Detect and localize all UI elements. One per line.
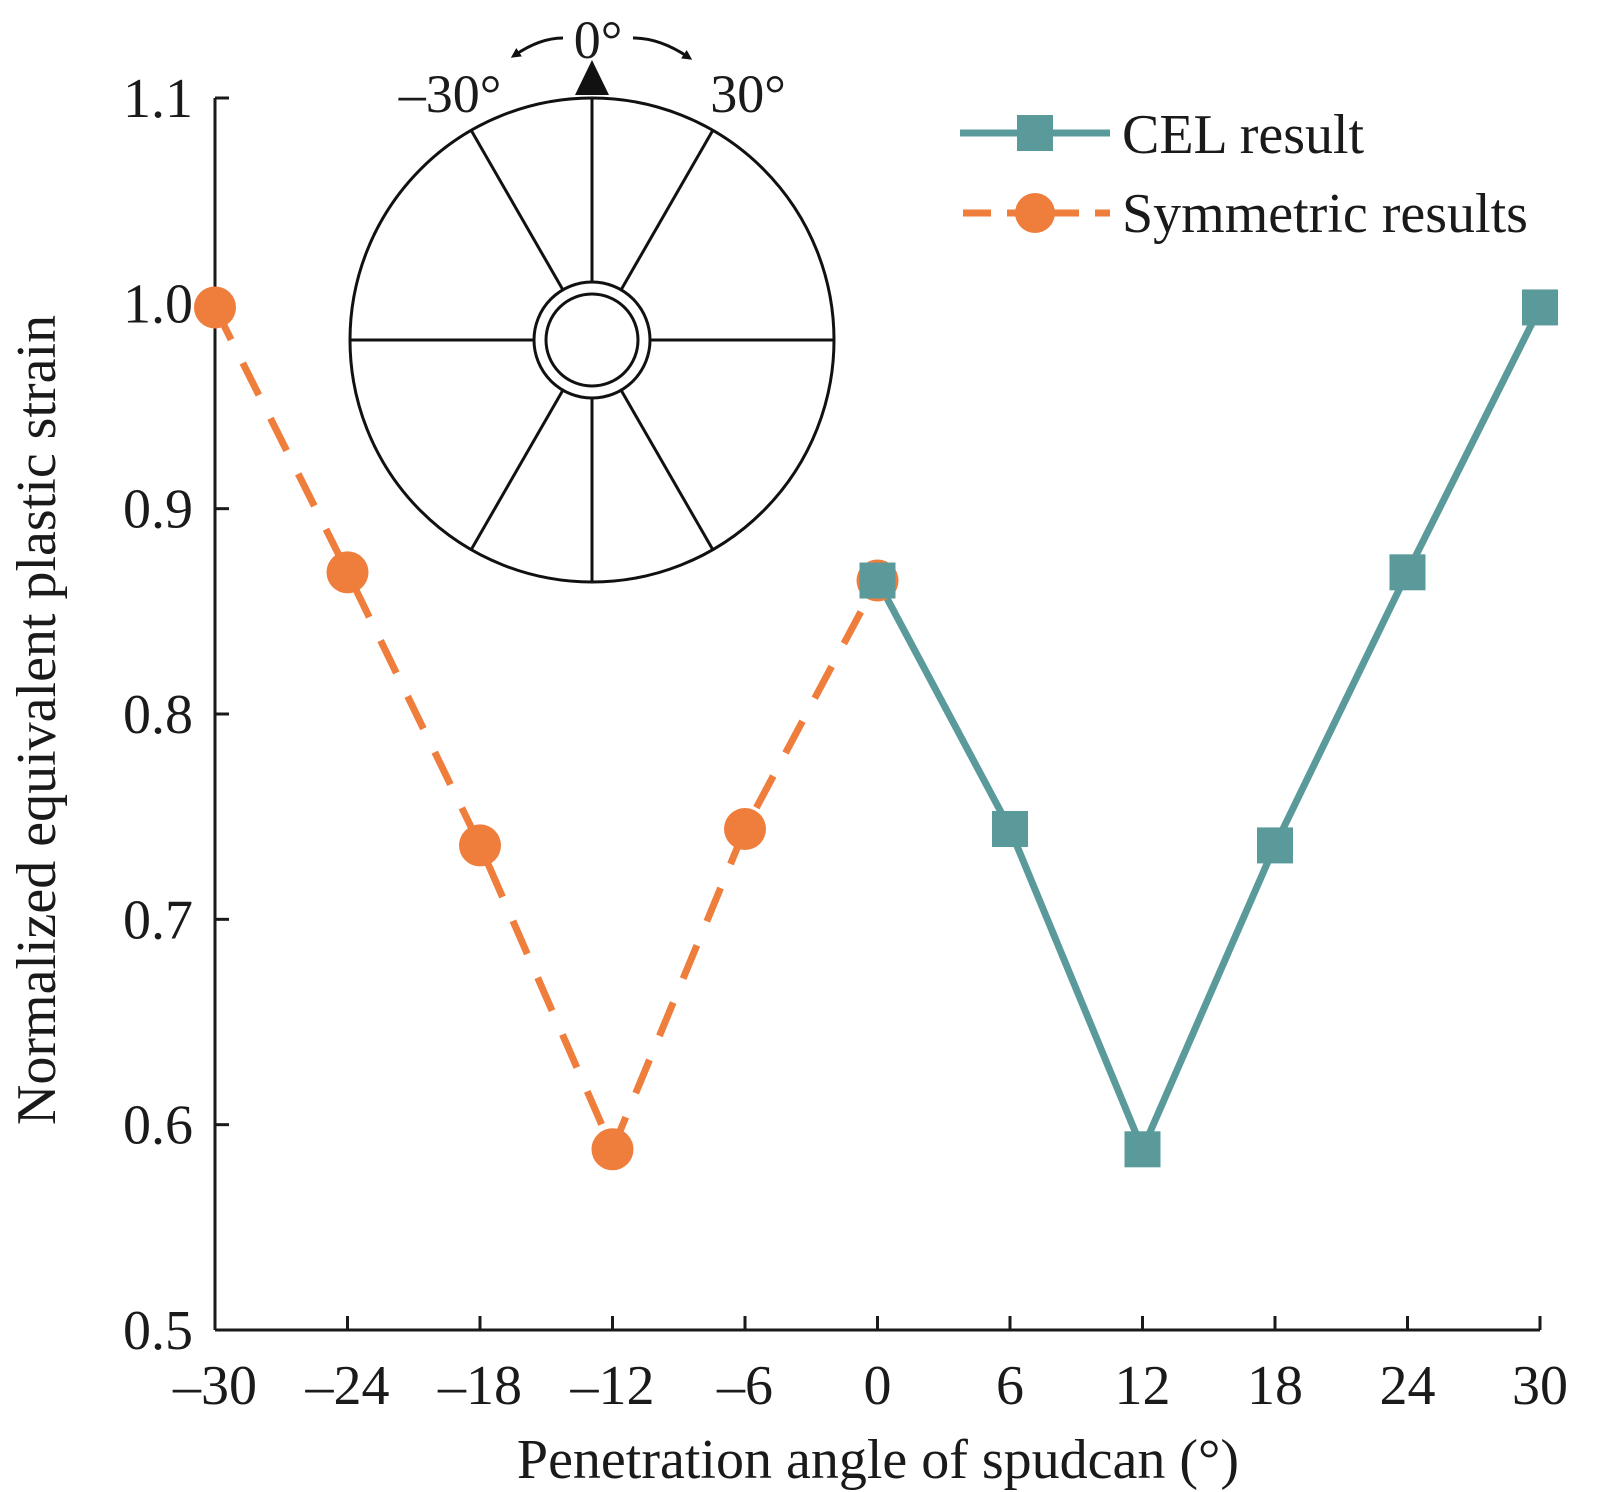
- series-line-cel: [874, 305, 1544, 1153]
- data-point-cel: [1124, 1131, 1161, 1168]
- data-point-cel: [992, 810, 1028, 847]
- x-ticks: –30 –24 –18 –12 –6 0 6 12 18 24 30: [172, 1316, 1568, 1417]
- inset-label-30: 30°: [710, 64, 786, 124]
- x-tick-label: –18: [437, 1355, 522, 1417]
- x-tick-label: –12: [570, 1355, 655, 1417]
- data-point-symmetric: [591, 1128, 634, 1171]
- y-tick-label: 1.1: [123, 68, 193, 130]
- legend-marker-circle-icon: [1015, 193, 1055, 233]
- y-tick-label: 0.5: [123, 1300, 193, 1362]
- spoke-line-330: [469, 129, 565, 291]
- left-curved-arrow-icon: [510, 36, 564, 58]
- axes: 0.5 0.6 0.7 0.8 0.9 1.0 1.1 –30 –24 –18 –12 –6 0 6 12…: [123, 68, 1568, 1417]
- series-line-symmetric: [211, 305, 881, 1153]
- y-tick-label: 0.9: [123, 479, 193, 541]
- series-layer: [194, 286, 1558, 1171]
- x-tick-label: –6: [716, 1355, 773, 1417]
- y-tick-label: 0.6: [123, 1095, 193, 1157]
- x-tick-label: 0: [864, 1355, 892, 1417]
- up-arrow-icon: [575, 60, 609, 95]
- right-curved-arrow-icon: [632, 36, 693, 60]
- x-tick-label: –24: [305, 1355, 390, 1417]
- legend: CEL result Symmetric results: [960, 104, 1528, 245]
- x-tick-label: 30: [1512, 1355, 1568, 1417]
- data-point-cel: [1389, 554, 1426, 591]
- x-tick-label: 24: [1380, 1355, 1436, 1417]
- inset-label-0: 0°: [574, 10, 623, 70]
- legend-label-cel: CEL result: [1122, 104, 1365, 166]
- x-tick-label: –30: [172, 1355, 257, 1417]
- spudcan-inset: 0° –30° 30°: [348, 10, 836, 584]
- y-tick-label: 0.7: [123, 889, 193, 951]
- spoke-line-30: [619, 129, 715, 291]
- data-point-symmetric: [459, 824, 501, 867]
- legend-item-symmetric: Symmetric results: [963, 183, 1528, 245]
- data-point-cel: [1257, 827, 1293, 864]
- spudcan-inner-ring: [532, 280, 652, 400]
- legend-item-cel: CEL result: [960, 104, 1365, 166]
- legend-label-symmetric: Symmetric results: [1122, 183, 1528, 245]
- x-tick-label: 18: [1247, 1355, 1303, 1417]
- spudcan-inner-circle: [544, 292, 640, 388]
- inset-label-neg30: –30°: [398, 64, 502, 124]
- x-axis-title: Penetration angle of spudcan (°): [517, 1429, 1239, 1491]
- y-tick-label: 0.8: [123, 684, 193, 746]
- data-point-cel: [1522, 289, 1558, 326]
- data-point-symmetric: [194, 286, 236, 329]
- y-ticks: 0.5 0.6 0.7 0.8 0.9 1.0 1.1: [123, 68, 229, 1362]
- y-tick-label: 1.0: [123, 273, 193, 335]
- x-tick-label: 6: [996, 1355, 1024, 1417]
- spoke-line-210: [469, 389, 565, 551]
- data-point-symmetric: [724, 807, 766, 850]
- y-axis-title: Normalized equivalent plastic strain: [6, 315, 68, 1125]
- legend-marker-square-icon: [1017, 115, 1053, 151]
- x-tick-label: 12: [1115, 1355, 1171, 1417]
- data-point-cel: [859, 562, 896, 599]
- data-point-symmetric: [326, 551, 369, 594]
- spoke-line-150: [619, 389, 715, 551]
